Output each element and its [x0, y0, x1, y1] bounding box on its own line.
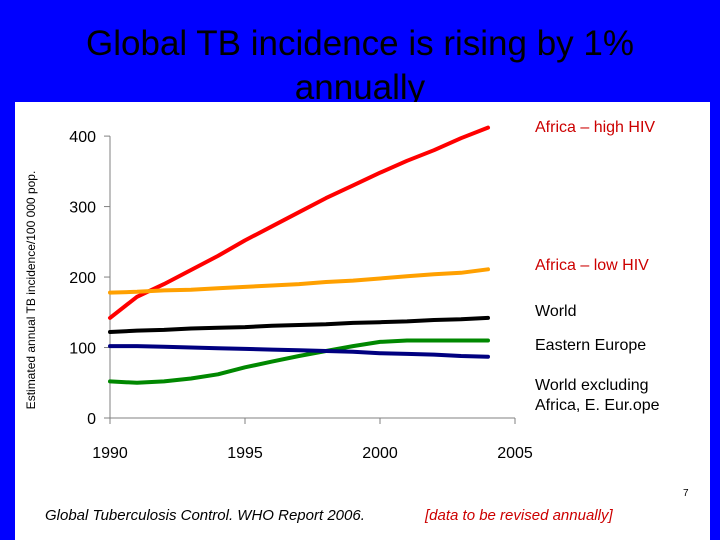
x-tick-label: 2000 — [362, 445, 398, 462]
y-tick-label: 400 — [69, 129, 96, 146]
series-line-2 — [108, 315, 490, 334]
legend-label: Africa, E. Eur.ope — [535, 397, 660, 414]
legend-label: Eastern Europe — [535, 337, 646, 354]
tb-incidence-chart: 0 100 200 300 400 1990 1995 2000 2005 Estimated a… — [24, 119, 660, 462]
y-tick-label: 100 — [69, 341, 96, 358]
y-tick-label: 0 — [87, 411, 96, 428]
legend-label: Africa – high HIV — [535, 119, 655, 136]
footer: 7 Global Tuberculosis Control. WHO Repor… — [15, 488, 710, 540]
legend-label: World — [535, 303, 577, 320]
series-line-3 — [108, 338, 490, 385]
x-tick-label: 2005 — [497, 445, 533, 462]
series-line-1 — [108, 267, 490, 295]
y-tick-label: 200 — [69, 270, 96, 287]
chart-panel: 0 100 200 300 400 1990 1995 2000 2005 Estimated a… — [15, 102, 710, 500]
page-title: Global TB incidence is rising by 1% annu… — [86, 24, 634, 107]
legend-label: Africa – low HIV — [535, 257, 649, 274]
y-tick-label: 300 — [69, 200, 96, 217]
y-axis-label: Estimated annual TB incidence/100 000 po… — [24, 171, 38, 410]
x-tick-label: 1990 — [92, 445, 128, 462]
x-tick-label: 1995 — [227, 445, 263, 462]
slide-number: 7 — [683, 488, 689, 499]
source-citation: Global Tuberculosis Control. WHO Report … — [45, 507, 365, 524]
series-line-0 — [108, 125, 490, 320]
legend-label: World excluding — [535, 377, 649, 394]
series-line-4 — [108, 344, 490, 359]
revision-note: [data to be revised annually] — [425, 507, 613, 524]
